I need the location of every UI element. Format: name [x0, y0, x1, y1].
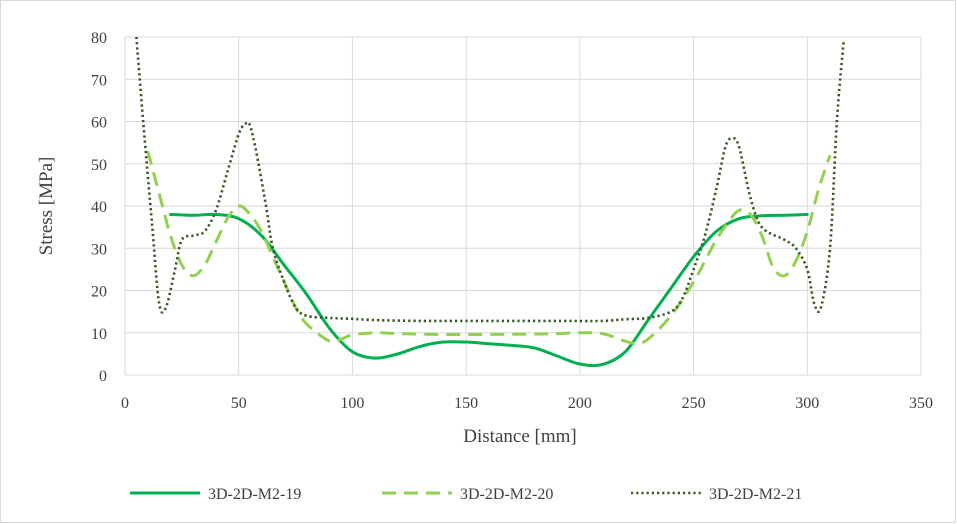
axis-ticks: 0 10 20 30 40 50 60 70 80 0 50 100 150 200 250 300 350 — [91, 30, 933, 412]
x-tick-label: 350 — [909, 395, 933, 412]
x-tick-label: 50 — [231, 395, 247, 412]
gridlines — [124, 36, 922, 376]
y-tick-label: 80 — [91, 30, 107, 47]
y-axis-title: Stress [MPa] — [36, 157, 57, 256]
x-tick-label: 250 — [682, 395, 706, 412]
x-tick-label: 300 — [795, 395, 819, 412]
y-tick-label: 50 — [91, 157, 107, 174]
x-tick-label: 0 — [121, 395, 129, 412]
series-line-2 — [146, 150, 832, 345]
x-tick-label: 200 — [568, 395, 592, 412]
legend-label-3: 3D-2D-M2-21 — [709, 486, 802, 503]
legend-label-2: 3D-2D-M2-20 — [460, 486, 553, 503]
legend: 3D-2D-M2-19 3D-2D-M2-20 3D-2D-M2-21 — [130, 486, 802, 503]
x-tick-label: 150 — [454, 395, 478, 412]
series-lines — [135, 36, 845, 368]
y-tick-label: 20 — [91, 284, 107, 301]
series-line-3 — [135, 36, 845, 323]
legend-label-1: 3D-2D-M2-19 — [208, 486, 301, 503]
y-tick-label: 0 — [99, 368, 107, 385]
x-tick-label: 100 — [340, 395, 364, 412]
y-tick-label: 30 — [91, 241, 107, 258]
y-tick-label: 60 — [91, 115, 107, 132]
y-tick-label: 10 — [91, 326, 107, 343]
y-tick-label: 70 — [91, 72, 107, 89]
x-axis-title: Distance [mm] — [463, 426, 576, 447]
y-tick-label: 40 — [91, 199, 107, 216]
